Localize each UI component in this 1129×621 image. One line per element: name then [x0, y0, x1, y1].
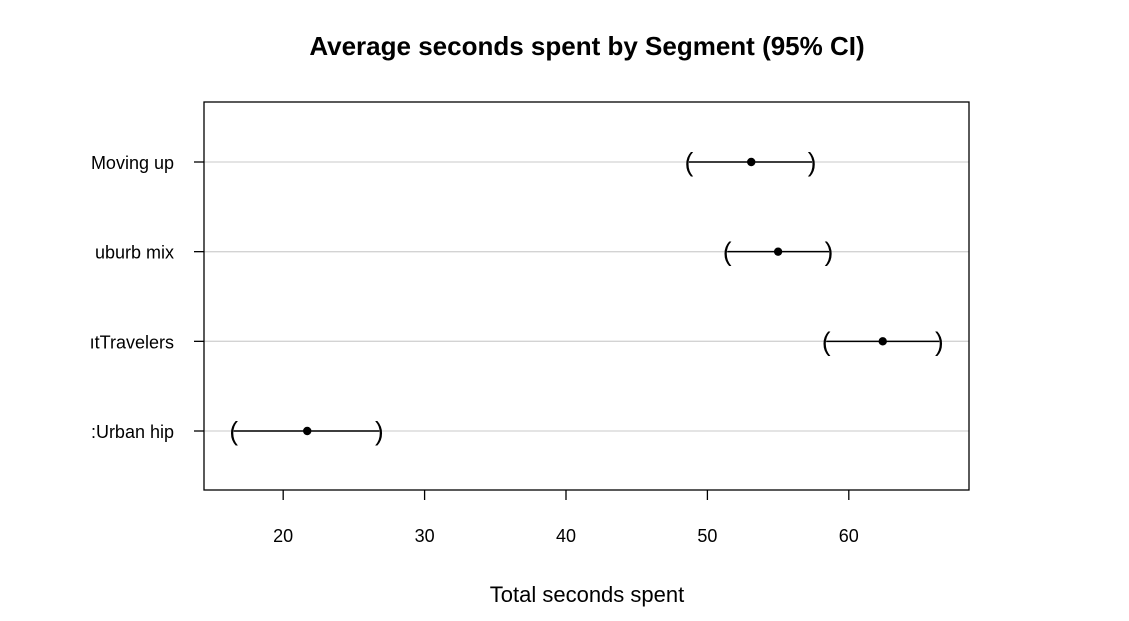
x-axis-title: Total seconds spent — [490, 582, 684, 607]
ci-lower-bracket: ( — [229, 416, 238, 446]
x-tick-label: 20 — [273, 526, 293, 546]
mean-point — [878, 337, 887, 346]
ci-upper-bracket: ) — [808, 147, 817, 177]
ci-upper-bracket: ) — [825, 237, 834, 267]
x-tick-label: 50 — [697, 526, 717, 546]
ci-upper-bracket: ) — [375, 416, 384, 446]
ci-lower-bracket: ( — [822, 326, 831, 356]
x-tick-label: 30 — [415, 526, 435, 546]
ci-lower-bracket: ( — [685, 147, 694, 177]
plot-area: 20 30 40 50 60 :Urban hip ıtTravelers uburb mix… — [90, 101, 970, 546]
x-tick-label: 40 — [556, 526, 576, 546]
mean-point — [303, 426, 312, 436]
mean-point — [773, 247, 783, 256]
x-tick-label: 60 — [839, 526, 859, 546]
category-label: uburb mix — [95, 243, 174, 263]
ci-upper-bracket: ) — [935, 326, 944, 356]
chart-title: Average seconds spent by Segment (95% CI… — [309, 31, 864, 61]
category-label: Moving up — [91, 153, 174, 173]
plot-frame — [203, 101, 970, 491]
category-labels: :Urban hip ıtTravelers uburb mix Moving up — [90, 153, 174, 442]
category-label: ıtTravelers — [90, 332, 174, 352]
ci-lower-bracket: ( — [723, 237, 732, 267]
category-label: :Urban hip — [91, 422, 174, 442]
mean-point — [747, 157, 756, 167]
